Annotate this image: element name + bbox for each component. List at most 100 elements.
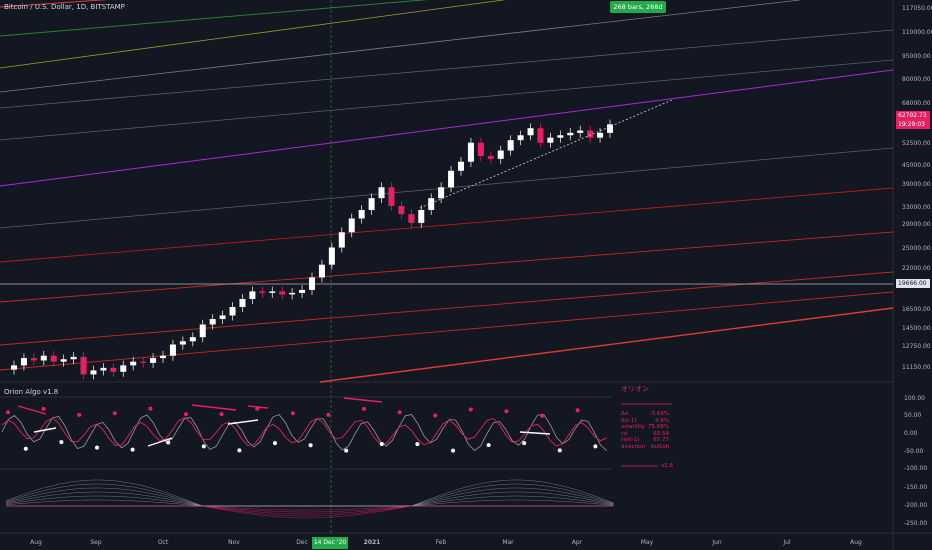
candle-body [517,135,524,141]
candle-body [30,358,37,361]
candle-body [567,132,574,136]
candle-body [448,170,455,188]
price-axis-label: 12750.00 [902,343,931,350]
price-axis-label: 14500.00 [902,325,931,332]
osc-signal-dot [575,408,580,413]
time-axis-label: Mar [502,539,514,546]
wave-line [5,483,614,507]
candle-body [150,358,157,363]
price-axis-label: 22000.00 [902,265,931,272]
candle-body [507,140,514,151]
candle-body [199,324,206,338]
candle-body [140,361,147,363]
candle-body [408,214,415,223]
candle-body [318,264,325,278]
candle-body [179,341,186,345]
osc-signal-dot [166,440,171,445]
candle-body [20,358,27,366]
candle-body [418,209,425,223]
indicator-heading: オリオン [621,385,649,393]
stat-row: Δσ -3.69% [621,411,669,418]
candle-body [219,315,226,320]
channel-line [0,187,894,263]
candle-body [50,355,57,362]
candle-body [279,291,286,295]
stat-row: rsi 63.54 [621,431,669,438]
candle-body [368,198,375,210]
channel-line [0,29,894,109]
wave-line [5,487,614,507]
candle-body [100,367,107,371]
candle-body [378,187,385,199]
candle-body [60,359,67,362]
osc-signal-dot [130,447,135,452]
osc-signal-dot [273,441,277,446]
trendline [419,99,673,209]
osc-signal-dot [41,406,46,411]
measure-tooltip: 268 bars, 268d [610,1,666,13]
price-axis-label: 25000.00 [902,245,931,252]
indicator-version: v1.8 [661,463,674,469]
channel-line [0,231,894,303]
price-axis-label: 45000.00 [902,162,931,169]
channel-line [0,291,894,371]
stat-label: direction [621,443,646,450]
candle-body [289,292,296,295]
candle-body [130,361,137,366]
candle-body [467,142,474,162]
osc-signal-dot [593,444,598,449]
price-axis-label: 68000.00 [902,100,931,107]
time-axis-label: Nov [228,539,240,546]
osc-signal-dot [148,406,153,411]
candle-body [577,130,584,133]
osc-signal-dot [326,412,331,417]
channel-line [0,271,894,346]
osc-signal-dot [290,411,295,416]
osc-axis-label: 0.00 [904,430,918,437]
osc-signal-dot [557,448,562,453]
osc-signal-dot [397,410,402,415]
candle-body [557,135,564,138]
stat-value: 65.77 [653,437,669,443]
osc-signal-dot [23,446,28,451]
time-axis-label: Feb [436,539,447,546]
osc-axis-label: -250.00 [904,520,927,527]
divergence-line [343,397,383,403]
time-axis-label: Oct [158,539,169,546]
divergence-line [191,404,237,411]
price-axis-label: 33000.00 [902,204,931,211]
candle-body [11,365,17,370]
osc-axis-label: -100.00 [904,465,927,472]
stat-label: Δ(t-1) [621,417,637,424]
candle-body [487,156,494,159]
stat-value: bullish [651,443,669,450]
osc-signal-dot [308,443,313,448]
divergence-line [147,437,173,447]
candle-body [259,291,266,293]
wave-line [5,495,614,507]
channel-line [319,307,894,383]
osc-signal-dot [468,407,473,412]
candle-body [309,277,315,290]
indicator-stats-table: Δσ -3.69% Δ(t-1) 4.9% volatility 75.68% rsi… [621,411,669,450]
wave-line [6,505,614,511]
time-axis-label: Aug [30,539,42,546]
price-axis-label: 11150.00 [902,364,931,371]
stat-row: volatility 75.68% [621,424,669,431]
osc-signal-dot [59,440,64,445]
osc-axis-label: 100.00 [904,395,925,402]
stat-label: rsi [621,430,628,437]
channel-line [0,69,894,187]
candle-body [527,128,534,136]
candle-body [607,124,613,133]
candle-body [547,137,554,143]
price-axis-label: 16500.00 [902,306,931,313]
stat-row: direction bullish [621,444,669,451]
price-axis-label: 52500.00 [902,140,931,147]
channel-line [0,59,894,141]
divergence-line [247,405,269,409]
candle-body [458,161,464,171]
candle-body [428,198,435,210]
time-axis-label: Jun [711,539,722,546]
